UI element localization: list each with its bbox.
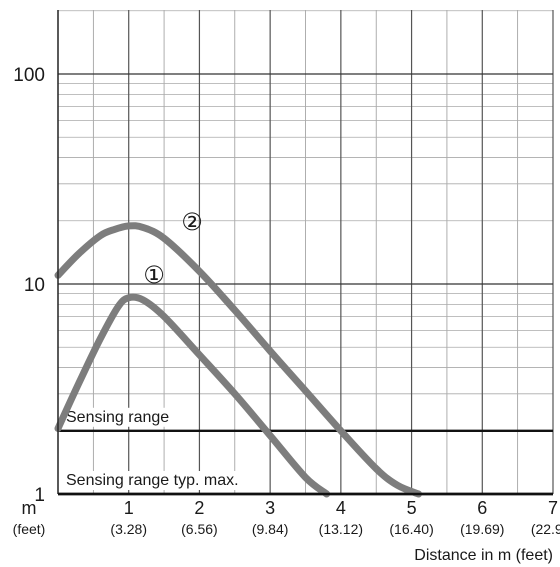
x-tick-label: m	[22, 498, 37, 518]
series-curves: ①②	[54, 209, 423, 498]
y-axis-tick-labels: 1 10 100	[13, 65, 45, 506]
x-axis-label: Distance in m (feet)	[414, 547, 553, 564]
reference-label-background	[63, 407, 173, 427]
y-tick-label: 100	[13, 65, 45, 86]
x-tick-label: 4	[336, 498, 346, 518]
x-tick-label: 6	[477, 498, 487, 518]
reference-label: Sensing range	[66, 409, 169, 426]
reference-label-background	[63, 471, 242, 490]
minor-grid	[58, 10, 553, 494]
x-tick-label: 3	[265, 498, 275, 518]
series-curve-2	[54, 222, 423, 498]
x-tick-label: 1	[124, 498, 134, 518]
x-tick-label: 2	[194, 498, 204, 518]
series-curve-1	[54, 293, 331, 498]
x-axis-tick-labels: m (feet) 1 (3.28) 2 (6.56) 3 (9.84) 4 (13.12) 5 (16…	[13, 498, 560, 537]
x-tick-label: 7	[548, 498, 558, 518]
x-tick-label: 5	[407, 498, 417, 518]
series-marker-label-2: ②	[181, 209, 203, 236]
y-tick-label: 1	[34, 485, 45, 506]
plot-frame	[57, 10, 553, 496]
x-tick-sublabel: (3.28)	[110, 521, 147, 537]
x-tick-sublabel: (13.12)	[319, 521, 363, 537]
series-marker-label-1: ①	[143, 262, 165, 289]
x-tick-sublabel: (feet)	[13, 521, 46, 537]
x-tick-sublabel: (6.56)	[181, 521, 218, 537]
reference-label: Sensing range typ. max.	[66, 472, 239, 489]
x-tick-sublabel: (9.84)	[252, 521, 289, 537]
x-tick-sublabel: (22.97)	[531, 521, 560, 537]
x-tick-sublabel: (16.40)	[389, 521, 433, 537]
x-tick-sublabel: (19.69)	[460, 521, 504, 537]
y-tick-label: 10	[24, 275, 45, 296]
